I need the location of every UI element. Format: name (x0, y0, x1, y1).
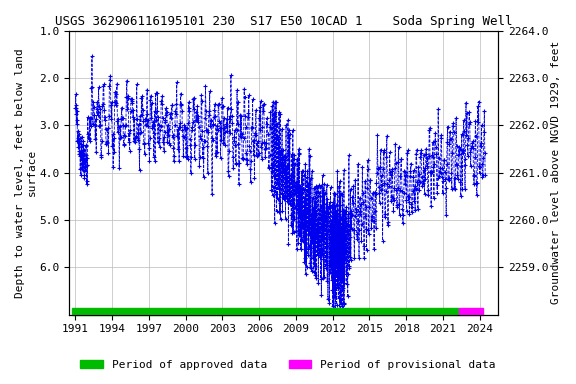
Title: USGS 362906116195101 230  S17 E50 10CAD 1    Soda Spring Well: USGS 362906116195101 230 S17 E50 10CAD 1… (55, 15, 513, 28)
Bar (72, 308, 459, 315)
Bar (459, 308, 483, 315)
Y-axis label: Depth to water level, feet below land
surface: Depth to water level, feet below land su… (15, 48, 37, 298)
Y-axis label: Groundwater level above NGVD 1929, feet: Groundwater level above NGVD 1929, feet (551, 41, 561, 304)
Legend: Period of approved data, Period of provisional data: Period of approved data, Period of provi… (76, 356, 500, 375)
